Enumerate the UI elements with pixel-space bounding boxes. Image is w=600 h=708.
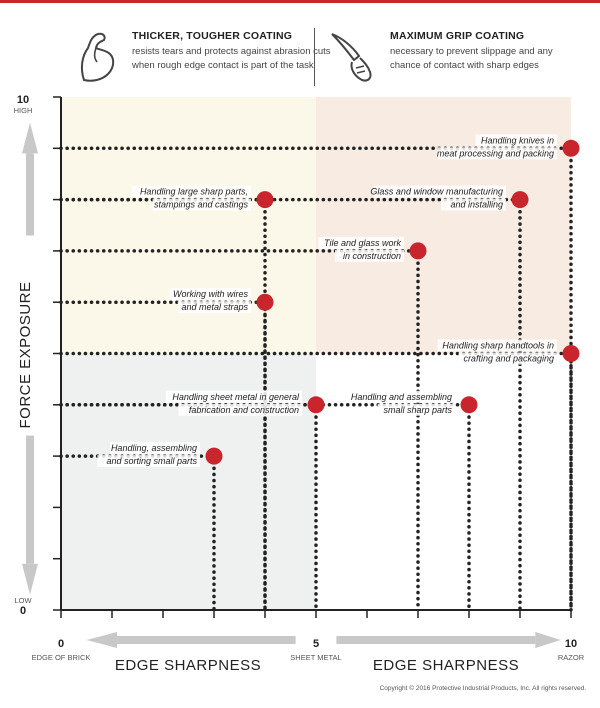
left-header-title: THICKER, TOUGHER COATING xyxy=(132,30,293,42)
data-label-bg-6-0 xyxy=(165,390,302,403)
y-tick-sub-max: HIGH xyxy=(14,106,33,115)
data-label-bg-5-0 xyxy=(437,339,557,352)
x-axis-title-right: EDGE SHARPNESS xyxy=(373,657,519,674)
data-label-2-1: and installing xyxy=(450,200,503,210)
y-arrow-down-shaft xyxy=(26,435,34,564)
data-label-5-0: Handling sharp handtools in xyxy=(442,341,554,351)
data-label-bg-5-1 xyxy=(458,352,557,365)
x-axis-title-left: EDGE SHARPNESS xyxy=(115,657,261,674)
data-label-1-1: stampings and castings xyxy=(154,200,249,210)
data-point-4 xyxy=(256,293,274,311)
data-label-3-1: in construction xyxy=(343,251,401,261)
header-divider xyxy=(314,28,315,86)
data-label-2-0: Glass and window manufacturing xyxy=(370,187,503,197)
data-label-bg-2-1 xyxy=(441,198,506,211)
data-label-bg-0-0 xyxy=(475,134,557,147)
y-tick-label-max: 10 xyxy=(17,94,29,106)
left-header-desc-2: when rough edge contact is part of the t… xyxy=(132,60,314,71)
x-tick-label-5: 5 xyxy=(313,638,319,650)
data-label-bg-1-0 xyxy=(131,185,251,198)
x-arrow-left-shaft xyxy=(117,636,296,644)
x-tick-sub-0: EDGE OF BRICK xyxy=(32,653,91,662)
data-label-bg-7-0 xyxy=(352,390,455,403)
x-arrow-right-shaft xyxy=(336,636,536,644)
data-label-6-0: Handling sheet metal in general xyxy=(172,392,300,402)
data-label-bg-6-1 xyxy=(178,403,302,416)
data-point-6 xyxy=(307,396,325,414)
data-label-6-1: fabrication and construction xyxy=(189,405,299,415)
chart-axes xyxy=(22,96,572,648)
data-point-1 xyxy=(256,191,274,209)
data-label-bg-7-1 xyxy=(377,403,455,416)
data-label-bg-8-0 xyxy=(110,442,200,455)
data-label-4-1: and metal straps xyxy=(181,302,248,312)
knife-in-hand-icon xyxy=(331,33,372,82)
x-arrow-right-head xyxy=(535,632,561,648)
y-arrow-down-head xyxy=(22,563,38,595)
data-label-bg-8-1 xyxy=(97,455,200,468)
top-accent-line xyxy=(0,0,600,3)
right-header-title: MAXIMUM GRIP COATING xyxy=(390,30,525,42)
data-label-5-1: crafting and packaging xyxy=(463,354,554,364)
right-header-desc-1: necessary to prevent slippage and any xyxy=(390,46,553,57)
data-label-bg-4-0 xyxy=(169,288,251,301)
x-arrow-left-head xyxy=(86,632,118,648)
data-label-bg-1-1 xyxy=(152,198,251,211)
data-label-bg-0-1 xyxy=(437,147,557,160)
data-label-0-1: meat processing and packing xyxy=(437,148,554,158)
data-label-7-0: Handling and assembling xyxy=(351,392,452,402)
copyright-text: Copyright © 2016 Protective Industrial P… xyxy=(380,684,587,692)
data-point-5 xyxy=(562,345,580,362)
data-label-8-1: and sorting small parts xyxy=(106,456,197,466)
y-arrow-up-head xyxy=(22,122,38,154)
chart-points: Handling knives in meat processing and pa… xyxy=(97,134,580,468)
x-tick-sub-5: SHEET METAL xyxy=(290,653,341,662)
y-tick-label-min: 0 xyxy=(20,605,26,617)
x-tick-sub-10: RAZOR xyxy=(558,653,585,662)
data-label-0-0: Handling knives in xyxy=(481,135,554,145)
data-point-8 xyxy=(205,447,223,465)
data-label-bg-2-0 xyxy=(374,185,506,198)
data-label-1-0: Handling large sharp parts, xyxy=(140,187,248,197)
left-header-desc-1: resists tears and protects against abras… xyxy=(132,46,331,57)
data-label-bg-4-1 xyxy=(177,301,251,314)
zone-upper-left xyxy=(61,97,316,354)
y-arrow-up-shaft xyxy=(26,153,34,236)
data-label-bg-3-0 xyxy=(318,236,404,249)
x-tick-label-10: 10 xyxy=(565,638,577,650)
data-point-3 xyxy=(409,242,427,260)
data-label-bg-3-1 xyxy=(335,249,404,262)
data-label-3-0: Tile and glass work xyxy=(324,238,401,248)
data-label-7-1: small sharp parts xyxy=(383,405,452,415)
right-header-desc-2: chance of contact with sharp edges xyxy=(390,60,539,71)
x-tick-label-0: 0 xyxy=(58,638,64,650)
data-label-4-0: Working with wires xyxy=(173,289,249,299)
flexed-arm-icon xyxy=(80,32,115,82)
y-axis-title: FORCE EXPOSURE xyxy=(17,281,34,428)
data-point-2 xyxy=(511,191,529,209)
data-point-0 xyxy=(562,139,580,157)
data-label-8-0: Handling, assembling xyxy=(111,443,197,453)
y-tick-sub-min: LOW xyxy=(14,596,32,605)
data-point-7 xyxy=(460,396,478,414)
